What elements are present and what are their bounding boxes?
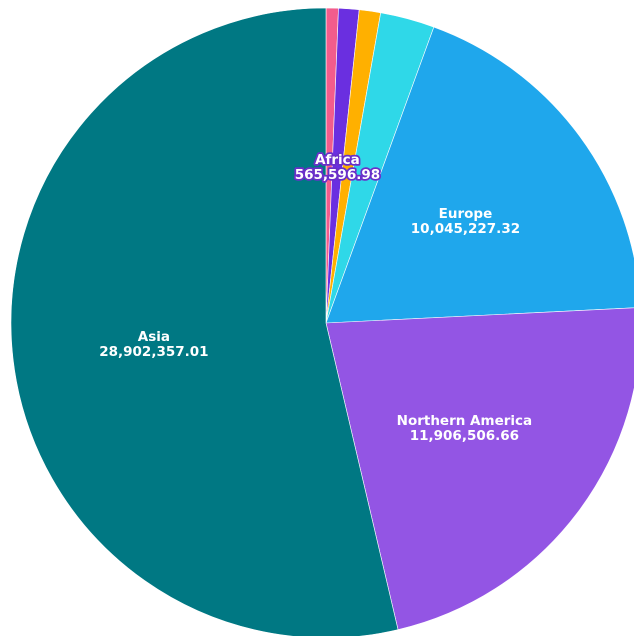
- pie-slice-asia[interactable]: [10, 7, 399, 636]
- slice-value-asia: 28,902,357.01: [99, 344, 208, 360]
- pie-slice-northern-america[interactable]: [325, 307, 634, 631]
- slice-label-europe: Europe: [439, 206, 493, 222]
- slice-label-asia: Asia: [138, 329, 170, 345]
- slice-label-africa: Africa: [315, 152, 360, 168]
- slice-value-europe: 10,045,227.32: [411, 221, 520, 237]
- slice-value-africa: 565,596.98: [295, 167, 380, 183]
- slice-label-northern-america: Northern America: [397, 413, 533, 429]
- slice-value-northern-america: 11,906,506.66: [410, 428, 519, 444]
- pie-slice-europe[interactable]: [325, 26, 634, 324]
- pie-slices: [10, 7, 634, 636]
